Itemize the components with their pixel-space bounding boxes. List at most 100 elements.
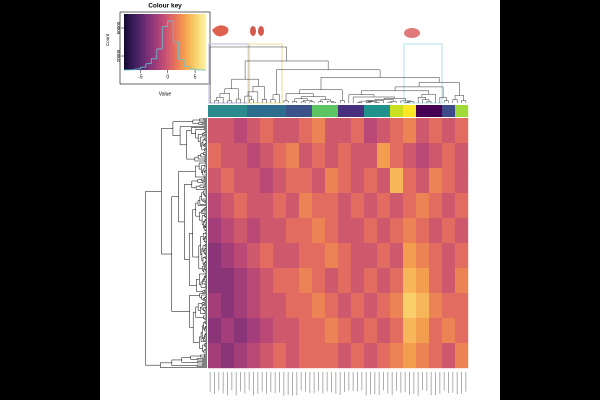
heatmap-cell <box>273 193 287 219</box>
heatmap-cell <box>351 118 365 144</box>
heatmap-cell <box>390 268 404 294</box>
heatmap-cell <box>351 168 365 194</box>
heatmap-cell <box>364 193 378 219</box>
heatmap-cell <box>429 168 443 194</box>
heatmap-cell <box>312 143 326 169</box>
heatmap-cell <box>390 293 404 319</box>
heatmap-cell <box>299 243 313 269</box>
heatmap-cell <box>364 168 378 194</box>
dendro-branch <box>203 221 205 229</box>
heatmap-cell <box>221 243 235 269</box>
heatmap-cell <box>403 218 417 244</box>
dendro-branch <box>199 211 203 221</box>
heatmap-cell <box>442 343 456 369</box>
key-gradient <box>154 14 158 70</box>
heatmap-cell <box>442 243 456 269</box>
heatmap-cell <box>416 343 430 369</box>
heatmap-cell <box>312 343 326 369</box>
dendro-branch <box>205 232 207 235</box>
heatmap-cell <box>221 318 235 344</box>
dendro-branch <box>206 260 207 262</box>
heatmap-cell <box>364 243 378 269</box>
dendro-branch <box>203 120 207 122</box>
dendro-branch <box>235 98 241 103</box>
dendro-branch <box>204 170 207 174</box>
heatmap-cell <box>442 218 456 244</box>
heatmap-cell <box>286 318 300 344</box>
heatmap-cell <box>416 143 430 169</box>
heatmap-cell <box>260 168 274 194</box>
dendro-branch <box>203 144 207 147</box>
heatmap-cell <box>338 343 352 369</box>
dendro-branch <box>203 225 206 231</box>
dendro-branch <box>374 102 380 103</box>
dendro-branch <box>206 277 207 279</box>
heatmap-cell <box>286 343 300 369</box>
dendro-branch <box>205 211 207 213</box>
heatmap-cell <box>325 318 339 344</box>
key-y-tick-label: 60000 <box>116 21 121 34</box>
heatmap-cell <box>234 268 248 294</box>
heatmap-cell <box>442 268 456 294</box>
dendro-branch <box>352 96 396 103</box>
heatmap-cell <box>234 218 248 244</box>
heatmap-cell <box>325 143 339 169</box>
dendro-branch <box>300 96 326 100</box>
heatmap-cell <box>273 218 287 244</box>
dendro-branch <box>203 315 206 319</box>
dendro-branch <box>227 100 233 103</box>
dendro-branch <box>198 122 207 125</box>
dendro-branch <box>203 176 207 178</box>
column-annotation <box>260 105 274 117</box>
heatmap-cell <box>247 168 261 194</box>
heatmap-cell <box>455 343 469 369</box>
dendro-branch <box>195 185 207 190</box>
dendro-branch <box>407 101 415 103</box>
heatmap-cell <box>221 268 235 294</box>
dendro-branch <box>199 336 203 349</box>
column-annotation <box>208 105 222 117</box>
dendro-branch <box>387 102 393 103</box>
key-gradient <box>171 14 174 70</box>
dendro-branch <box>199 293 207 298</box>
heatmap-cell <box>338 318 352 344</box>
dendro-branch <box>192 209 199 258</box>
heatmap-cell <box>299 118 313 144</box>
key-x-tick-label: -5 <box>138 74 143 80</box>
heatmap-cell <box>325 243 339 269</box>
dendro-branch <box>224 88 239 100</box>
dendro-branch <box>200 210 207 214</box>
heatmap-cell <box>455 293 469 319</box>
key-gradient <box>138 14 141 70</box>
heatmap-cell <box>234 143 248 169</box>
heatmap-cell <box>390 318 404 344</box>
heatmap-cell <box>299 318 313 344</box>
column-annotation <box>390 105 404 117</box>
heatmap-cell <box>247 293 261 319</box>
heatmap-cell <box>429 243 443 269</box>
heatmap-cell <box>377 218 391 244</box>
dendro-branch <box>422 99 430 103</box>
heatmap-cell <box>247 318 261 344</box>
dendro-branch <box>300 101 306 103</box>
heatmap-cell <box>273 318 287 344</box>
key-gradient <box>179 14 182 70</box>
dendro-branch <box>205 150 207 152</box>
heatmap-cell <box>312 193 326 219</box>
dendro-branch <box>204 297 207 300</box>
dendro-branch <box>205 215 207 218</box>
heatmap-cell <box>247 143 261 169</box>
heatmap-cell <box>351 293 365 319</box>
column-annotation <box>299 105 313 117</box>
dendro-branch <box>205 352 207 354</box>
column-annotation <box>247 105 261 117</box>
column-annotation <box>416 105 430 117</box>
heatmap-cell <box>273 143 287 169</box>
dendro-branch <box>205 240 207 243</box>
heatmap-cell <box>377 168 391 194</box>
heatmap-cell <box>299 143 313 169</box>
key-gradient <box>158 14 162 70</box>
dendro-branch <box>292 101 298 103</box>
heatmap-cell <box>455 118 469 144</box>
dendro-branch <box>202 290 207 293</box>
